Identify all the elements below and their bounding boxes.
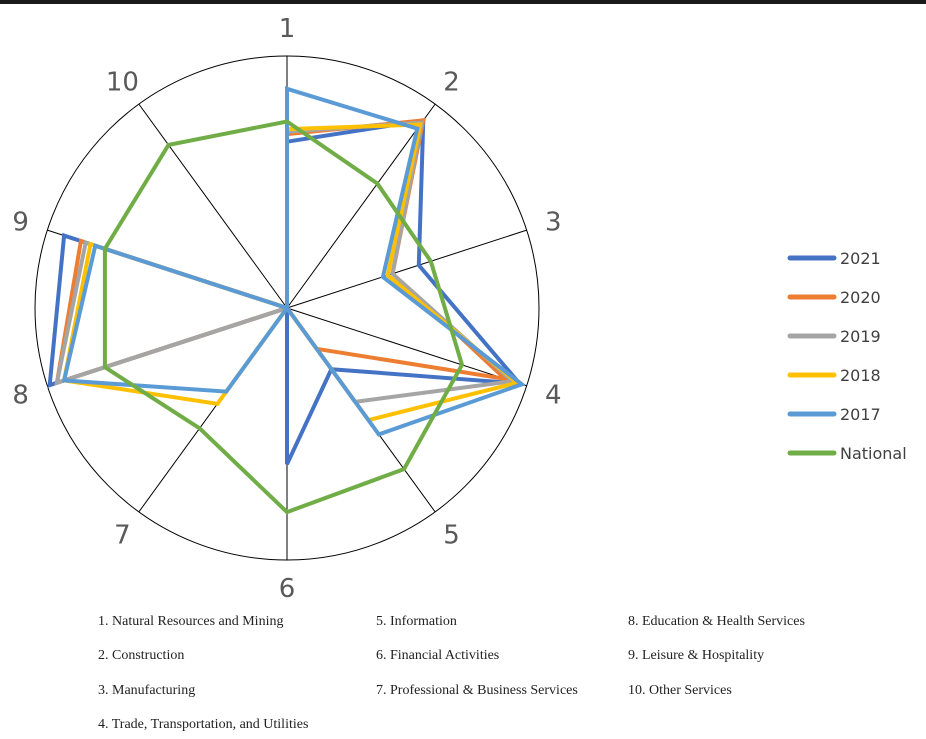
legend-label: 2020 (840, 288, 881, 307)
axis-labels: 1 2 3 4 5 6 7 8 9 10 (12, 14, 561, 604)
spoke-4 (286, 307, 527, 387)
spoke-2 (286, 103, 436, 309)
series-2020-line (54, 118, 512, 386)
top-border (0, 0, 926, 4)
axis-label-4: 4 (545, 381, 562, 411)
series-lines (47, 86, 527, 515)
radar-chart: 1 2 3 4 5 6 7 8 9 10 2021 2020 2019 2018 2017 National (12, 14, 907, 604)
spoke-3 (286, 229, 527, 309)
series-2018-line (61, 122, 522, 423)
legend-label: 2019 (840, 327, 881, 346)
footnote-4: 4. Trade, Transportation, and Utilities (98, 717, 309, 732)
legend-label: 2021 (840, 249, 881, 268)
axis-label-1: 1 (279, 14, 296, 44)
footnote-6: 6. Financial Activities (376, 648, 500, 663)
axis-label-8: 8 (12, 381, 29, 411)
legend-item-national: National (787, 444, 907, 463)
footnote-2: 2. Construction (98, 648, 185, 663)
spoke-10 (138, 103, 288, 309)
legend-label: 2018 (840, 366, 881, 385)
legend-label: National (840, 444, 907, 463)
series-national-line (102, 119, 465, 515)
legend-item-2018: 2018 (787, 366, 881, 385)
axis-label-5: 5 (443, 521, 460, 551)
footnote-9: 9. Leisure & Hospitality (628, 648, 765, 663)
footnote-5: 5. Information (376, 614, 457, 629)
footnote-3: 3. Manufacturing (98, 683, 196, 698)
axis-label-10: 10 (106, 67, 139, 97)
axis-label-2: 2 (443, 67, 460, 97)
footnote-7: 7. Professional & Business Services (376, 683, 578, 698)
axis-label-7: 7 (114, 521, 131, 551)
footnote-10: 10. Other Services (628, 683, 732, 698)
legend-item-2019: 2019 (787, 327, 881, 346)
series-2017-line (61, 86, 527, 437)
axis-label-9: 9 (12, 207, 29, 237)
legend-item-2021: 2021 (787, 249, 881, 268)
legend-item-2020: 2020 (787, 288, 881, 307)
legend-label: 2017 (840, 405, 881, 424)
series-2021-line (47, 118, 525, 466)
footnote-1: 1. Natural Resources and Mining (98, 614, 284, 629)
axis-label-3: 3 (545, 207, 562, 237)
legend-item-2017: 2017 (787, 405, 881, 424)
legend: 2021 2020 2019 2018 2017 National (787, 249, 907, 463)
axis-label-6: 6 (279, 574, 296, 604)
footnote-8: 8. Education & Health Services (628, 614, 805, 629)
series-2019-line (54, 120, 517, 404)
